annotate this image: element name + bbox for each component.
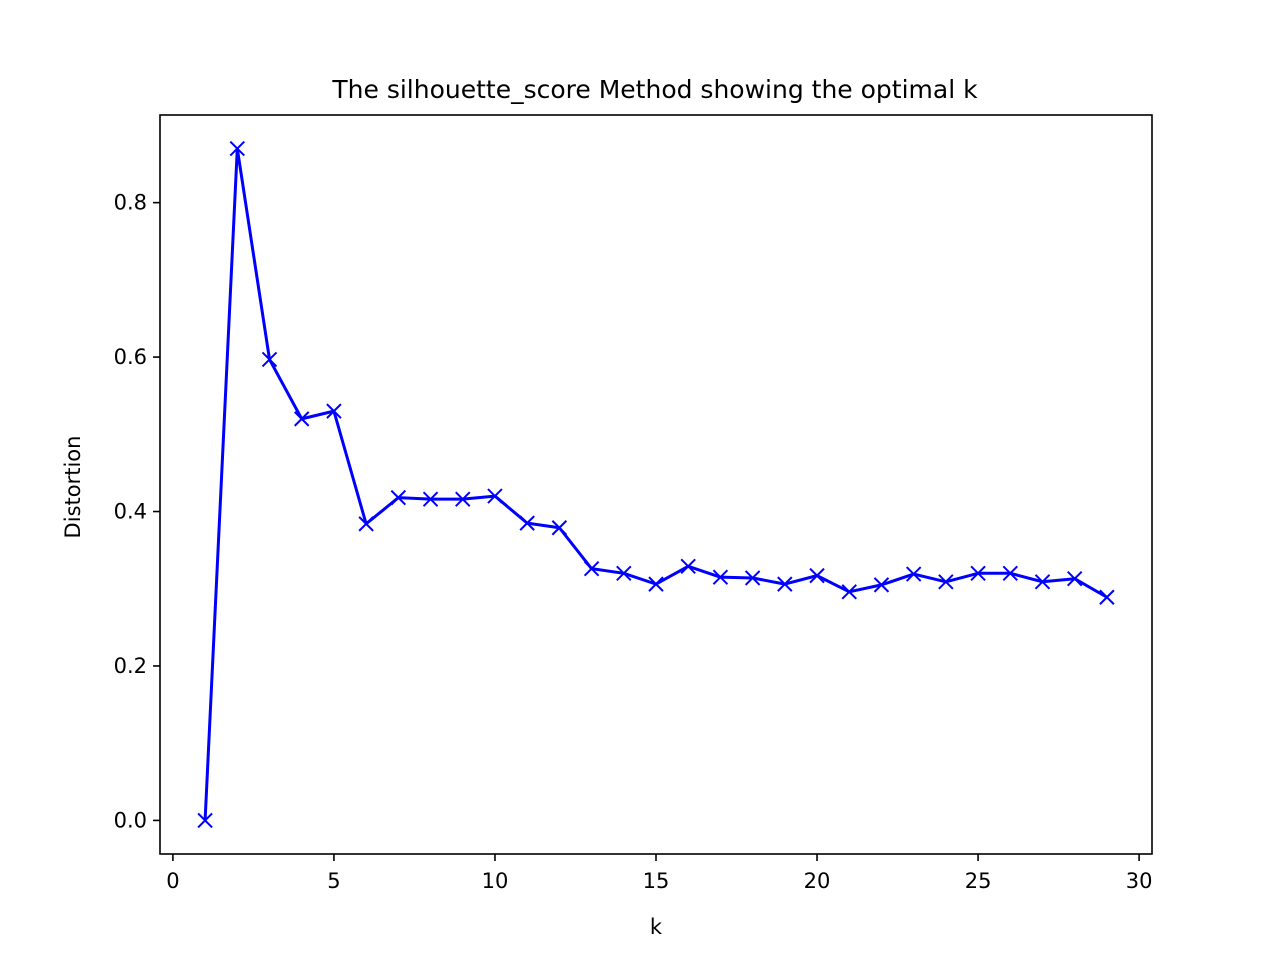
data-point-marker <box>809 567 825 584</box>
data-point-marker <box>905 566 922 582</box>
y-tick-label: 0.8 <box>114 191 147 215</box>
plot-area-frame <box>159 114 1153 855</box>
x-tick-label: 10 <box>482 869 509 893</box>
data-point-marker <box>1099 589 1115 605</box>
marker-stroke <box>648 576 664 592</box>
data-point-marker <box>1034 574 1051 590</box>
data-point-marker <box>261 351 278 368</box>
data-point-marker <box>294 411 310 427</box>
marker-stroke <box>294 411 310 427</box>
marker-stroke <box>873 577 890 593</box>
marker-stroke <box>519 515 535 531</box>
x-tick-label: 30 <box>1126 869 1153 893</box>
x-tick-label: 25 <box>965 869 992 893</box>
x-tick-label: 5 <box>327 869 340 893</box>
y-tick-label: 0.2 <box>114 654 147 678</box>
x-tick-label: 20 <box>804 869 831 893</box>
data-point-marker <box>229 140 246 157</box>
marker-stroke <box>358 516 374 532</box>
y-tick-label: 0.6 <box>114 345 147 369</box>
data-point-marker <box>422 491 439 507</box>
marker-stroke <box>261 351 278 368</box>
marker-stroke <box>809 567 825 584</box>
marker-stroke <box>680 558 696 575</box>
marker-stroke <box>616 565 632 582</box>
marker-stroke <box>197 812 213 829</box>
marker-stroke <box>970 565 986 582</box>
data-point-marker <box>487 488 503 504</box>
x-axis-ticks: 0 5 10 15 20 25 30 <box>166 854 1152 893</box>
data-point-marker <box>1066 571 1083 587</box>
marker-stroke <box>326 403 342 419</box>
data-point-marker <box>648 576 664 592</box>
y-axis-title: Distortion <box>61 436 85 539</box>
data-point-marker <box>777 576 793 592</box>
marker-stroke <box>229 140 246 157</box>
marker-stroke <box>905 566 922 582</box>
x-axis-title: k <box>650 915 663 939</box>
data-point-marker <box>938 574 954 590</box>
data-point-marker <box>551 520 568 536</box>
y-tick-label: 0.0 <box>114 808 147 832</box>
marker-stroke <box>583 560 600 577</box>
data-point-marker <box>712 569 729 585</box>
series-line <box>203 147 1108 821</box>
data-point-marker <box>873 577 890 593</box>
plot-content <box>197 140 1115 829</box>
data-point-marker <box>744 570 761 586</box>
marker-stroke <box>712 569 729 585</box>
x-tick-label: 0 <box>166 869 179 893</box>
marker-stroke <box>390 489 407 506</box>
x-tick-label: 15 <box>643 869 670 893</box>
data-point-marker <box>197 812 213 829</box>
marker-stroke <box>551 520 568 536</box>
data-point-marker <box>583 560 600 577</box>
data-point-marker <box>970 565 986 582</box>
y-axis-ticks: 0.0 0.2 0.4 0.6 0.8 <box>114 191 160 832</box>
marker-stroke <box>1034 574 1051 590</box>
data-point-marker <box>616 565 632 582</box>
marker-stroke <box>1002 565 1018 582</box>
data-point-marker <box>1002 565 1018 582</box>
marker-stroke <box>777 576 793 592</box>
data-point-marker <box>519 515 535 531</box>
marker-stroke <box>487 488 503 504</box>
data-point-marker <box>358 516 374 532</box>
marker-stroke <box>455 491 471 507</box>
marker-stroke <box>841 584 857 600</box>
data-point-marker <box>390 489 407 506</box>
chart-title: The silhouette_score Method showing the … <box>331 75 978 104</box>
y-tick-label: 0.4 <box>114 500 147 524</box>
marker-stroke <box>744 570 761 586</box>
data-point-marker <box>326 403 342 419</box>
marker-stroke <box>938 574 954 590</box>
data-point-marker <box>680 558 696 575</box>
marker-stroke <box>1099 589 1115 605</box>
marker-stroke <box>422 491 439 507</box>
data-point-marker <box>841 584 857 600</box>
marker-stroke <box>1066 571 1083 587</box>
data-point-marker <box>455 491 471 507</box>
